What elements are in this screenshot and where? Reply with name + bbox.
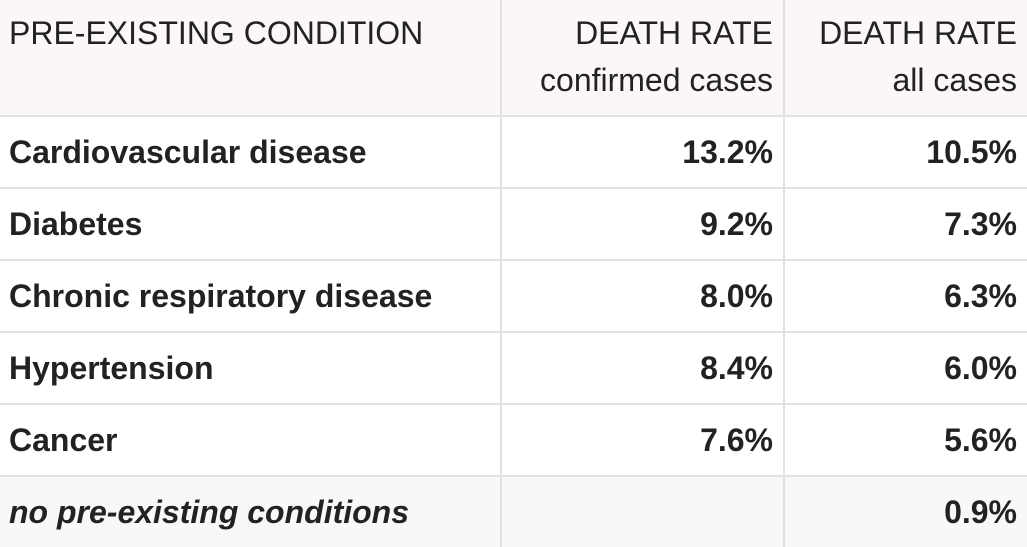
condition-cell: Diabetes	[0, 188, 501, 261]
header-cell: PRE-EXISTING CONDITION	[0, 0, 501, 117]
header-cell: DEATH RATE all cases	[783, 0, 1027, 117]
table-row: Cardiovascular disease 13.2% 10.5%	[0, 116, 1027, 189]
condition-cell: Hypertension	[0, 332, 501, 405]
condition-cell: Chronic respiratory disease	[0, 260, 501, 333]
rate-cell: 13.2%	[500, 116, 784, 189]
table-body: Cardiovascular disease 13.2% 10.5% Diabetes…	[0, 116, 1027, 547]
rate-cell: 10.5%	[783, 116, 1027, 189]
rate-cell: 8.4%	[500, 332, 784, 405]
table-row: Cancer 7.6% 5.6%	[0, 404, 1027, 477]
header-subtitle: all cases	[892, 62, 1018, 98]
condition-cell: no pre-existing conditions	[0, 476, 501, 547]
header-row: PRE-EXISTING CONDITION DEATH RATE confirme…	[0, 0, 1027, 117]
table-row: Diabetes 9.2% 7.3%	[0, 188, 1027, 261]
header-title: PRE-EXISTING CONDITION	[9, 15, 424, 51]
empty-cell	[500, 476, 784, 547]
rate-cell: 6.0%	[783, 332, 1027, 405]
rate-cell: 6.3%	[783, 260, 1027, 333]
header-subtitle: confirmed cases	[540, 62, 773, 98]
rate-cell: 5.6%	[783, 404, 1027, 477]
header-title: DEATH RATE	[819, 15, 1017, 51]
rate-cell: 7.3%	[783, 188, 1027, 261]
rate-cell: 7.6%	[500, 404, 784, 477]
header-title: DEATH RATE	[575, 15, 773, 51]
header-cell: DEATH RATE confirmed cases	[500, 0, 784, 117]
condition-cell: Cancer	[0, 404, 501, 477]
rate-cell: 9.2%	[500, 188, 784, 261]
table-row: Chronic respiratory disease 8.0% 6.3%	[0, 260, 1027, 333]
table-row: Hypertension 8.4% 6.0%	[0, 332, 1027, 405]
rate-cell: 8.0%	[500, 260, 784, 333]
table-row: no pre-existing conditions 0.9%	[0, 476, 1027, 547]
rate-cell: 0.9%	[783, 476, 1027, 547]
condition-cell: Cardiovascular disease	[0, 116, 501, 189]
